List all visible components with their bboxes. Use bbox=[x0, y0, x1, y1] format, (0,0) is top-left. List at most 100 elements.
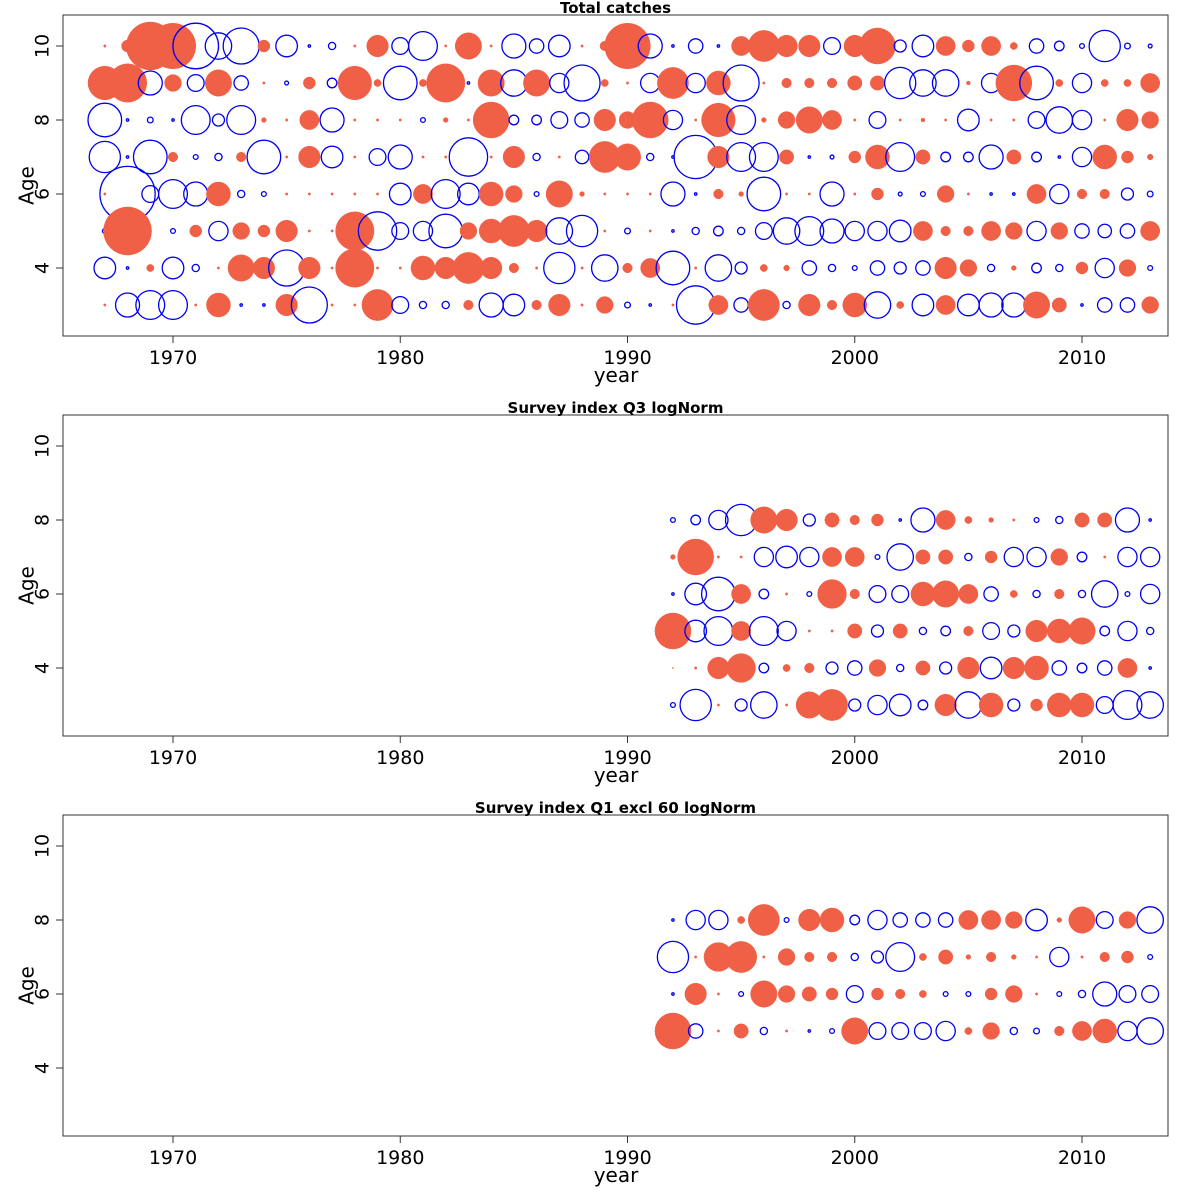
positive-residual-bubble bbox=[1068, 906, 1096, 934]
positive-residual-bubble bbox=[849, 514, 860, 526]
positive-residual-bubble bbox=[1012, 118, 1016, 122]
positive-residual-bubble bbox=[489, 155, 493, 159]
positive-residual-bubble bbox=[706, 70, 731, 96]
positive-residual-bubble bbox=[444, 155, 448, 159]
negative-residual-bubble bbox=[1056, 990, 1063, 998]
bubble-group bbox=[87, 21, 1161, 325]
negative-residual-bubble bbox=[822, 36, 842, 56]
positive-residual-bubble bbox=[957, 656, 980, 680]
y-tick-label: 10 bbox=[32, 434, 54, 458]
negative-residual-bubble bbox=[226, 104, 257, 136]
positive-residual-bubble bbox=[335, 248, 375, 288]
negative-residual-bubble bbox=[135, 289, 166, 321]
positive-residual-bubble bbox=[713, 188, 724, 200]
negative-residual-bubble bbox=[645, 152, 655, 162]
negative-residual-bubble bbox=[1080, 303, 1084, 307]
positive-residual-bubble bbox=[1141, 111, 1159, 129]
y-tick-label: 4 bbox=[32, 262, 54, 274]
positive-residual-bubble bbox=[376, 192, 379, 196]
negative-residual-bubble bbox=[93, 256, 117, 280]
negative-residual-bubble bbox=[716, 44, 721, 48]
positive-residual-bubble bbox=[804, 662, 815, 674]
negative-residual-bubble bbox=[851, 264, 858, 272]
positive-residual-bubble bbox=[1005, 911, 1023, 929]
positive-residual-bubble bbox=[108, 63, 148, 103]
positive-residual-bubble bbox=[871, 987, 884, 1001]
negative-residual-bubble bbox=[736, 226, 746, 236]
positive-residual-bubble bbox=[938, 549, 954, 565]
x-tick-label: 1980 bbox=[376, 347, 424, 369]
negative-residual-bubble bbox=[448, 137, 489, 177]
positive-residual-bubble bbox=[548, 293, 571, 317]
positive-residual-bubble bbox=[716, 992, 720, 996]
positive-residual-bubble bbox=[895, 988, 906, 1000]
positive-residual-bubble bbox=[1051, 297, 1067, 313]
positive-residual-bubble bbox=[1103, 555, 1107, 559]
positive-residual-bubble bbox=[1092, 144, 1117, 170]
negative-residual-bubble bbox=[1097, 223, 1113, 239]
negative-residual-bubble bbox=[801, 260, 818, 276]
negative-residual-bubble bbox=[1141, 984, 1160, 1004]
positive-residual-bubble bbox=[189, 224, 202, 238]
negative-residual-bubble bbox=[441, 300, 450, 310]
positive-residual-bubble bbox=[275, 293, 298, 317]
negative-residual-bubble bbox=[246, 139, 282, 175]
negative-residual-bubble bbox=[940, 625, 952, 637]
y-tick-label: 8 bbox=[32, 914, 54, 926]
positive-residual-bubble bbox=[822, 547, 842, 567]
positive-residual-bubble bbox=[525, 219, 548, 243]
positive-residual-bubble bbox=[164, 74, 182, 92]
negative-residual-bubble bbox=[1088, 29, 1121, 63]
positive-residual-bubble bbox=[580, 266, 584, 270]
positive-residual-bubble bbox=[847, 75, 863, 91]
negative-residual-bubble bbox=[1051, 660, 1068, 676]
negative-residual-bubble bbox=[1074, 223, 1090, 239]
positive-residual-bubble bbox=[982, 1022, 1000, 1040]
negative-residual-bubble bbox=[685, 909, 706, 931]
negative-residual-bubble bbox=[671, 44, 675, 48]
y-tick-label: 6 bbox=[32, 588, 54, 600]
negative-residual-bubble bbox=[919, 190, 926, 198]
negative-residual-bubble bbox=[825, 661, 839, 675]
positive-residual-bubble bbox=[1100, 79, 1109, 87]
positive-residual-bubble bbox=[376, 118, 379, 122]
positive-residual-bubble bbox=[640, 258, 661, 278]
negative-residual-bubble bbox=[1147, 953, 1154, 961]
positive-residual-bubble bbox=[830, 629, 834, 633]
negative-residual-bubble bbox=[382, 65, 418, 101]
negative-residual-bubble bbox=[748, 141, 779, 173]
negative-residual-bubble bbox=[1028, 38, 1045, 54]
positive-residual-bubble bbox=[826, 299, 838, 311]
negative-residual-bubble bbox=[891, 1021, 910, 1041]
negative-residual-bubble bbox=[637, 33, 663, 59]
positive-residual-bubble bbox=[783, 264, 790, 272]
positive-residual-bubble bbox=[841, 1017, 869, 1045]
plot-frame bbox=[62, 414, 1169, 737]
negative-residual-bubble bbox=[939, 661, 953, 675]
negative-residual-bubble bbox=[114, 292, 141, 318]
positive-residual-bubble bbox=[750, 980, 778, 1008]
negative-residual-bubble bbox=[137, 70, 163, 96]
negative-residual-bubble bbox=[888, 693, 912, 717]
negative-residual-bubble bbox=[753, 546, 775, 568]
negative-residual-bubble bbox=[1118, 984, 1137, 1004]
positive-residual-bubble bbox=[1006, 149, 1022, 165]
negative-residual-bubble bbox=[260, 190, 267, 198]
positive-residual-bubble bbox=[480, 256, 503, 280]
positive-residual-bubble bbox=[631, 101, 669, 139]
positive-residual-bubble bbox=[966, 80, 971, 86]
positive-residual-bubble bbox=[459, 222, 478, 240]
negative-residual-bubble bbox=[671, 918, 675, 922]
positive-residual-bubble bbox=[777, 948, 796, 966]
negative-residual-bubble bbox=[870, 624, 885, 638]
positive-residual-bubble bbox=[694, 118, 698, 122]
x-tick-label: 1990 bbox=[603, 347, 651, 369]
positive-residual-bubble bbox=[1123, 79, 1132, 87]
positive-residual-bubble bbox=[1076, 188, 1088, 200]
negative-residual-bubble bbox=[1076, 551, 1088, 563]
negative-residual-bubble bbox=[1145, 626, 1155, 636]
bubble-group bbox=[654, 904, 1165, 1050]
negative-residual-bubble bbox=[868, 1021, 887, 1041]
positive-residual-bubble bbox=[1080, 955, 1084, 959]
negative-residual-bubble bbox=[850, 952, 860, 962]
